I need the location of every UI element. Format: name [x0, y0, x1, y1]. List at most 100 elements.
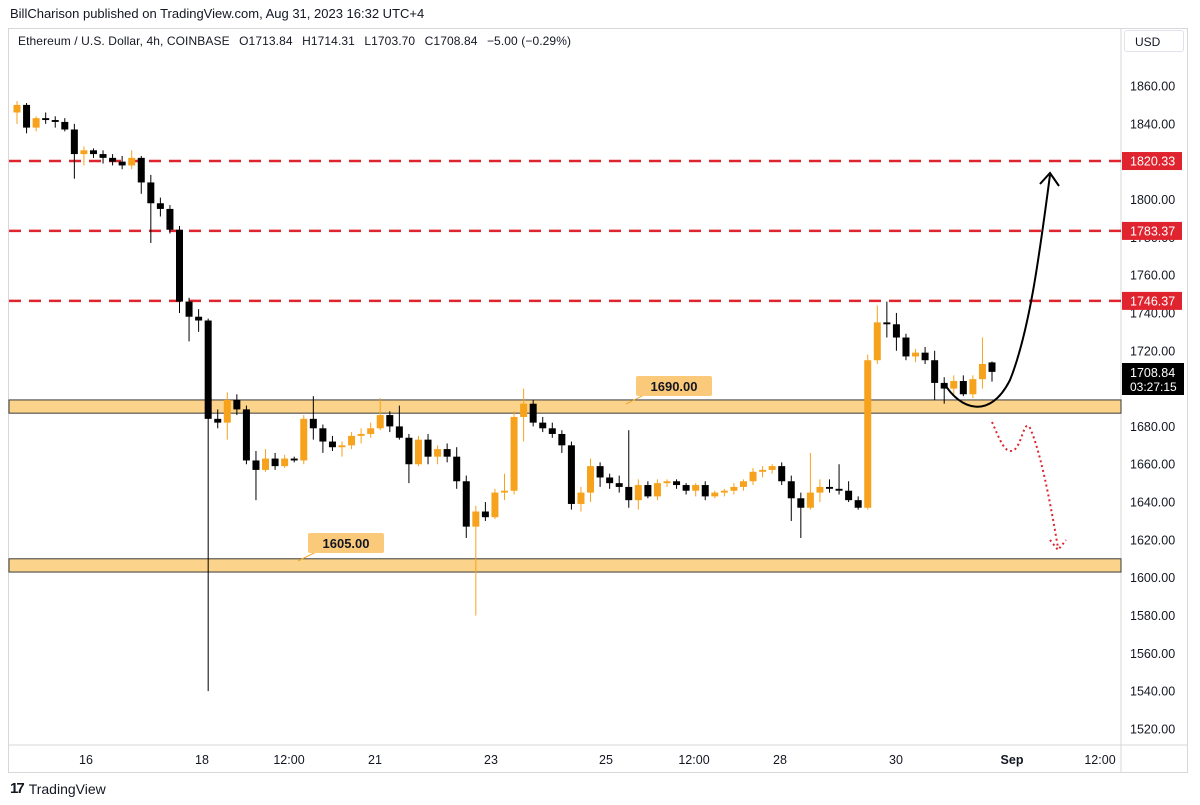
- currency-button[interactable]: USD: [1124, 30, 1184, 52]
- candle-body: [23, 104, 31, 128]
- footer-brand: TradingView: [28, 780, 106, 797]
- candle-body: [395, 426, 403, 438]
- candle-body: [338, 445, 346, 448]
- x-tick-label: 12:00: [1084, 753, 1115, 767]
- y-tick-label: 1800.00: [1130, 193, 1175, 207]
- y-tick-label: 1580.00: [1130, 609, 1175, 623]
- candle-body: [481, 511, 489, 518]
- candle-body: [720, 490, 728, 493]
- x-tick-label: 28: [773, 753, 787, 767]
- candle-body: [405, 437, 413, 465]
- candle-body: [453, 456, 461, 482]
- candle-body: [864, 360, 872, 508]
- legend-change: −5.00 (−0.29%): [486, 34, 572, 48]
- resistance-price-tag-1: [1122, 221, 1182, 240]
- candle-body: [214, 418, 222, 423]
- candle-body: [376, 415, 384, 429]
- candle-body: [969, 379, 977, 395]
- candle-body: [548, 428, 556, 434]
- candle-body: [290, 458, 298, 461]
- zone-label-0: 1690.00: [651, 379, 698, 394]
- legend-high: H1714.31: [302, 34, 355, 48]
- candle-body: [988, 362, 996, 372]
- candle-body: [701, 485, 709, 497]
- bullish-projection-path: [943, 174, 1051, 408]
- candle-body: [70, 129, 78, 155]
- legend-open: O1713.84: [239, 34, 293, 48]
- countdown-label: 03:27:15: [1130, 380, 1177, 394]
- y-tick-label: 1600.00: [1130, 571, 1175, 585]
- candle-body: [730, 486, 738, 491]
- candle-body: [328, 441, 336, 448]
- y-tick-label: 1620.00: [1130, 533, 1175, 547]
- y-tick-label: 1680.00: [1130, 420, 1175, 434]
- candle-body: [156, 203, 164, 209]
- candle-body: [386, 415, 394, 427]
- candle-body: [357, 433, 365, 436]
- candle-body: [596, 466, 604, 478]
- x-tick-label: 16: [79, 753, 93, 767]
- y-tick-label: 1560.00: [1130, 647, 1175, 661]
- candle-body: [252, 460, 260, 470]
- candle-body: [749, 471, 757, 482]
- legend-close: C1708.84: [424, 34, 478, 48]
- candle-body: [711, 492, 719, 497]
- bullish-arrow-head-icon: [1039, 171, 1060, 187]
- candle-body: [978, 364, 986, 380]
- y-tick-label: 1740.00: [1130, 306, 1175, 320]
- candle-body: [462, 481, 470, 527]
- x-tick-label: 12:00: [273, 753, 304, 767]
- candle-body: [223, 399, 231, 423]
- zone-callout-line-1: [297, 551, 317, 562]
- candle-body: [319, 428, 327, 442]
- y-tick-label: 1540.00: [1130, 685, 1175, 699]
- candle-body: [51, 120, 59, 122]
- candle-body: [845, 490, 853, 501]
- candle-body: [692, 485, 700, 491]
- candle-body: [759, 469, 767, 472]
- candle-body: [768, 466, 776, 470]
- candle-body: [644, 485, 652, 497]
- y-tick-label: 1640.00: [1130, 496, 1175, 510]
- candle-body: [166, 208, 174, 230]
- candle-body: [271, 458, 279, 467]
- x-tick-label: 18: [195, 753, 209, 767]
- candle-body: [606, 477, 614, 484]
- candle-body: [185, 301, 193, 317]
- candle-body: [434, 449, 442, 457]
- candle-body: [663, 481, 671, 484]
- candle-body: [61, 121, 69, 130]
- current-price-tag: [1122, 363, 1184, 395]
- candle-body: [118, 161, 126, 166]
- candle-body: [873, 322, 881, 361]
- candle-body: [520, 403, 528, 417]
- x-tick-label: 30: [889, 753, 903, 767]
- candle-body: [567, 445, 575, 504]
- candle-body: [443, 449, 451, 457]
- candle-body: [806, 492, 814, 508]
- candle-body: [80, 150, 88, 155]
- candle-body: [883, 322, 891, 325]
- candle-body: [577, 492, 585, 504]
- x-tick-label: 23: [484, 753, 498, 767]
- candle-body: [32, 118, 40, 128]
- support-zone-1: [8, 558, 1122, 573]
- candle-body: [424, 439, 432, 457]
- candle-body: [348, 435, 356, 446]
- y-tick-label: 1520.00: [1130, 723, 1175, 737]
- candle-body: [367, 428, 375, 434]
- y-tick-label: 1860.00: [1130, 80, 1175, 94]
- tradingview-logo-icon: 17: [10, 780, 25, 797]
- candle-body: [931, 360, 939, 383]
- candle-body: [787, 481, 795, 499]
- candle-body: [778, 466, 786, 482]
- candle-body: [262, 458, 270, 470]
- candle-body: [510, 416, 518, 491]
- x-tick-label: 21: [368, 753, 382, 767]
- candle-body: [912, 352, 920, 357]
- zone-callout-line-0: [625, 394, 645, 405]
- candle-body: [414, 439, 422, 465]
- candle-body: [673, 481, 681, 486]
- resistance-price-tag-0: [1122, 152, 1182, 171]
